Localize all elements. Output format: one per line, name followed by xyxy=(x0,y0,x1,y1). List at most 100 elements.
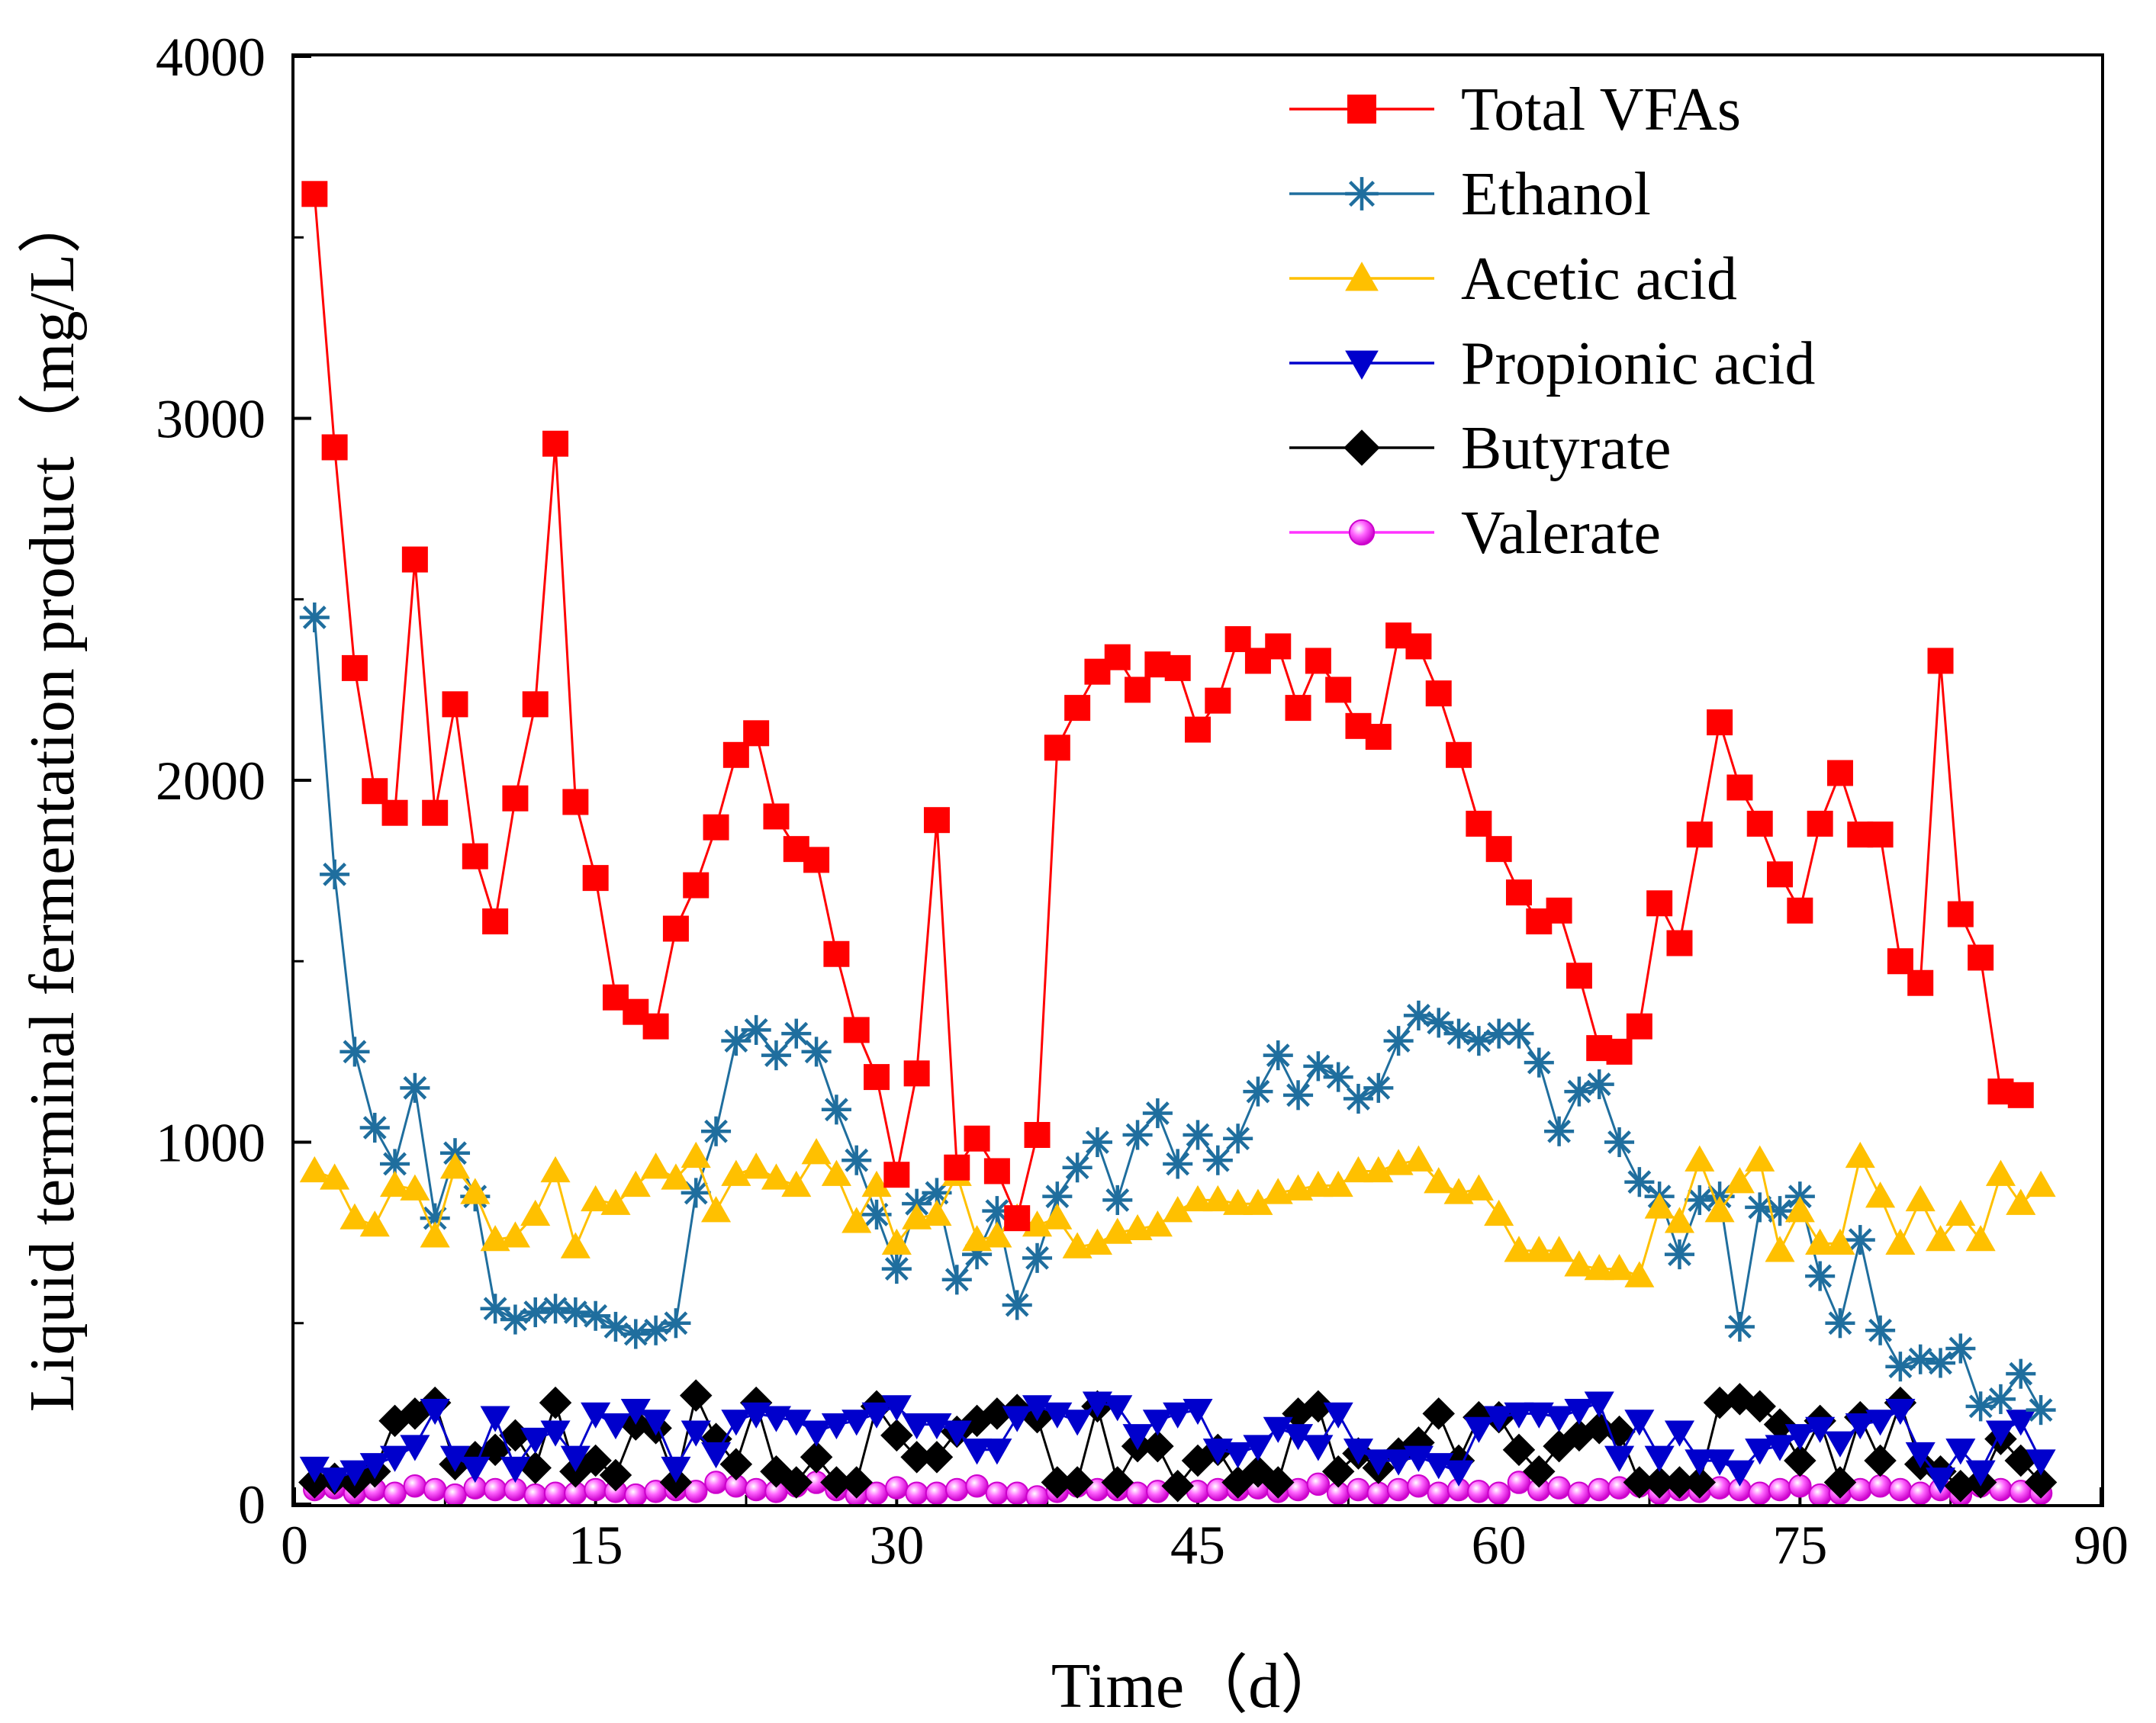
data-point xyxy=(1604,1127,1635,1158)
data-point xyxy=(400,1174,430,1201)
data-point xyxy=(359,1210,390,1237)
data-point xyxy=(520,1297,551,1328)
data-point xyxy=(1864,1444,1897,1477)
x-tick-label: 60 xyxy=(1472,1515,1527,1576)
data-point xyxy=(1865,1410,1896,1436)
data-point xyxy=(982,1439,1012,1465)
legend-item: Acetic acid xyxy=(1289,246,1737,313)
data-point xyxy=(1624,1410,1655,1436)
data-point xyxy=(1164,654,1191,681)
data-point xyxy=(1484,1199,1514,1226)
data-point xyxy=(1183,1398,1213,1426)
data-point xyxy=(1887,948,1913,975)
data-point xyxy=(722,741,749,768)
data-point xyxy=(861,1402,892,1429)
data-point xyxy=(1185,716,1211,743)
data-point xyxy=(1564,1250,1594,1277)
data-point xyxy=(661,1456,691,1484)
data-point xyxy=(1507,1471,1531,1494)
data-point xyxy=(1467,1480,1491,1503)
data-point xyxy=(439,1445,471,1472)
data-point xyxy=(1523,1455,1556,1488)
data-point xyxy=(2024,1466,2058,1499)
data-point xyxy=(744,1477,768,1502)
data-point xyxy=(864,1064,890,1091)
data-point xyxy=(1345,177,1379,211)
data-point xyxy=(1142,1098,1173,1129)
data-point xyxy=(962,1439,993,1465)
data-point xyxy=(420,1221,450,1248)
data-point xyxy=(1587,1477,1611,1502)
data-point xyxy=(1202,1185,1233,1212)
legend-label: Valerate xyxy=(1461,500,1661,567)
data-point xyxy=(1504,1018,1534,1049)
data-point xyxy=(700,1196,732,1223)
data-point xyxy=(562,789,589,815)
data-point xyxy=(1564,1398,1594,1426)
data-point xyxy=(1624,1261,1655,1287)
data-point xyxy=(1427,1481,1450,1506)
data-point xyxy=(881,1254,912,1284)
data-point xyxy=(1403,1145,1434,1172)
data-point xyxy=(1544,1116,1575,1146)
data-point xyxy=(1005,1481,1029,1506)
data-point xyxy=(1724,1167,1755,1194)
data-point xyxy=(941,1420,972,1447)
data-point xyxy=(1624,1167,1655,1197)
data-point xyxy=(1502,1433,1536,1467)
data-point xyxy=(1142,1410,1173,1436)
legend-item: Butyrate xyxy=(1289,415,1671,482)
data-point xyxy=(1825,1228,1855,1255)
data-point xyxy=(1945,1199,1976,1226)
data-point xyxy=(922,1413,952,1440)
y-tick-label: 4000 xyxy=(156,27,265,88)
data-point xyxy=(1582,1412,1616,1445)
y-tick-label: 2000 xyxy=(156,751,265,812)
data-point xyxy=(821,1159,851,1186)
data-point xyxy=(502,785,529,812)
data-point xyxy=(1985,1384,2016,1414)
data-point xyxy=(780,1466,813,1499)
series-total-vfas xyxy=(301,181,2034,1232)
data-point xyxy=(1868,1474,1892,1498)
data-point xyxy=(1343,1084,1374,1114)
data-point xyxy=(1443,1460,1474,1487)
data-point xyxy=(1424,1167,1454,1194)
data-point xyxy=(1345,350,1379,380)
data-point xyxy=(1768,1477,1792,1502)
data-point xyxy=(1604,1254,1635,1281)
data-point xyxy=(542,430,569,457)
data-point xyxy=(1345,262,1379,291)
data-point xyxy=(741,1014,771,1045)
data-point xyxy=(683,872,710,898)
data-point xyxy=(721,1026,751,1056)
data-point xyxy=(1183,1185,1213,1212)
data-point xyxy=(982,1221,1012,1248)
data-point xyxy=(1347,95,1376,124)
x-tick-label: 15 xyxy=(568,1515,623,1576)
data-point xyxy=(843,1017,870,1043)
data-point xyxy=(923,807,950,834)
data-point xyxy=(1125,677,1151,703)
data-point xyxy=(423,1477,447,1502)
data-point xyxy=(1305,648,1331,674)
data-point xyxy=(1004,1205,1031,1232)
data-point xyxy=(1805,1416,1836,1443)
data-point xyxy=(299,1456,330,1484)
data-point xyxy=(420,1398,450,1426)
data-point xyxy=(803,847,830,873)
data-point xyxy=(1683,1466,1717,1499)
data-point xyxy=(1788,1474,1812,1498)
data-point xyxy=(1543,1429,1575,1463)
data-point xyxy=(1965,1460,1996,1487)
legend-label: Butyrate xyxy=(1461,415,1671,482)
series-layer xyxy=(298,181,2058,1506)
data-point xyxy=(443,1483,467,1506)
data-point xyxy=(801,1037,832,1067)
data-point xyxy=(642,1013,669,1040)
data-point xyxy=(600,1188,631,1215)
data-point xyxy=(581,1185,611,1212)
data-point xyxy=(684,1480,708,1503)
data-point xyxy=(339,1037,370,1067)
data-point xyxy=(600,1311,631,1342)
